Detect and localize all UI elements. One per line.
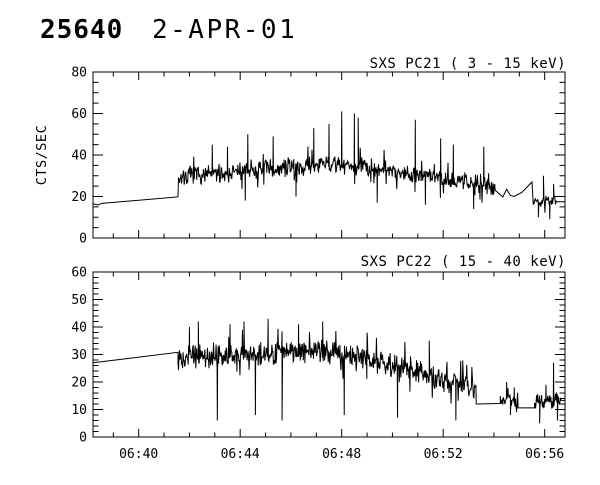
y-tick-label: 40 (71, 321, 87, 336)
plot2-title: SXS PC22 ( 15 - 40 keV) (361, 254, 566, 270)
observation-date: 2-APR-01 (152, 15, 297, 45)
y-tick-label: 10 (71, 403, 87, 418)
x-tick-label: 06:40 (119, 447, 158, 462)
y-tick-label: 60 (71, 107, 87, 122)
x-tick-label: 06:56 (525, 447, 564, 462)
y-tick-label: 30 (71, 348, 87, 363)
y-tick-label: 20 (71, 376, 87, 391)
plot-1: 0 20 40 60 80 (71, 66, 566, 247)
y-tick-label: 60 (71, 266, 87, 281)
data-trace (92, 318, 565, 424)
y-tick-label: 40 (71, 149, 87, 164)
x-tick-label: 06:44 (221, 447, 260, 462)
data-trace (92, 111, 565, 220)
y-tick-label: 20 (71, 190, 87, 205)
plot1-title: SXS PC21 ( 3 - 15 keV) (370, 56, 566, 72)
x-tick-label: 06:52 (424, 447, 463, 462)
plots-layer: 0 20 40 60 80 0 10 20 30 40 50 60 06:40 06:44 06:48 06:… (71, 66, 566, 462)
y-axis-label: CTS/SEC (34, 125, 50, 185)
y-tick-label: 80 (71, 66, 87, 81)
plot-2: 0 10 20 30 40 50 60 06:40 06:44 06:48 06:52 06:56 (71, 266, 566, 462)
sequence-number: 25640 (40, 15, 123, 45)
y-tick-label: 0 (79, 431, 87, 446)
y-tick-label: 0 (79, 232, 87, 247)
x-tick-label: 06:48 (322, 447, 361, 462)
y-tick-label: 50 (71, 293, 87, 308)
